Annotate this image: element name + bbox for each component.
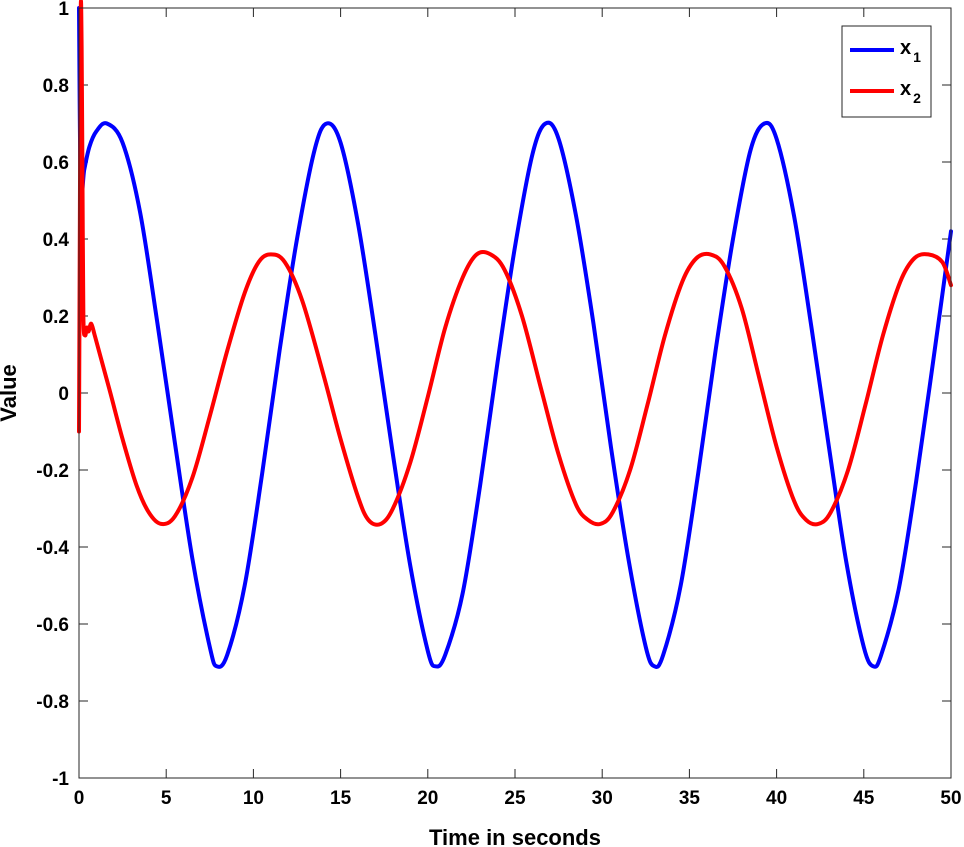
y-tick-label: 0.6	[43, 153, 69, 174]
y-tick-label: 0.8	[43, 76, 69, 97]
legend-box	[841, 25, 932, 118]
plot-area	[79, 8, 951, 778]
y-tick-label: -0.4	[36, 538, 69, 559]
x-tick-label: 30	[592, 788, 613, 809]
x-tick-labels: 0 5 10 15 20 25 30 35 40 45 50	[74, 788, 962, 809]
x-tick-label: 10	[243, 788, 264, 809]
series-lines	[77, 0, 953, 669]
y-tick-labels: -1 -0.8 -0.6 -0.4 -0.2 0 0.2 0.4 0.6 0.8 1	[36, 0, 69, 790]
y-tick-label: 0	[58, 384, 69, 405]
series-line-x1	[77, 6, 953, 669]
y-tick-label: 0.2	[43, 307, 69, 328]
y-tick-label: -0.2	[36, 461, 69, 482]
legend: x 1x 2	[841, 25, 932, 118]
plot-frame	[78, 7, 952, 779]
x-tick-label: 40	[766, 788, 787, 809]
x-tick-label: 15	[330, 788, 352, 809]
x-tick-label: 45	[853, 788, 875, 809]
x-tick-label: 25	[504, 788, 526, 809]
y-tick-label: -0.8	[36, 692, 69, 713]
x-tick-label: 5	[161, 788, 172, 809]
y-axis-label: Value	[0, 364, 21, 421]
y-tick-label: 0.4	[43, 230, 70, 251]
x-tick-label: 35	[679, 788, 701, 809]
y-tick-label: -0.6	[36, 615, 69, 636]
y-tick-label: 1	[58, 0, 69, 20]
y-tick-label: -1	[52, 769, 69, 790]
x-tick-label: 0	[74, 788, 85, 809]
x-axis-label: Time in seconds	[429, 825, 601, 847]
x-tick-label: 20	[417, 788, 438, 809]
series-line-x2	[77, 0, 953, 527]
x-tick-label: 50	[940, 788, 961, 809]
